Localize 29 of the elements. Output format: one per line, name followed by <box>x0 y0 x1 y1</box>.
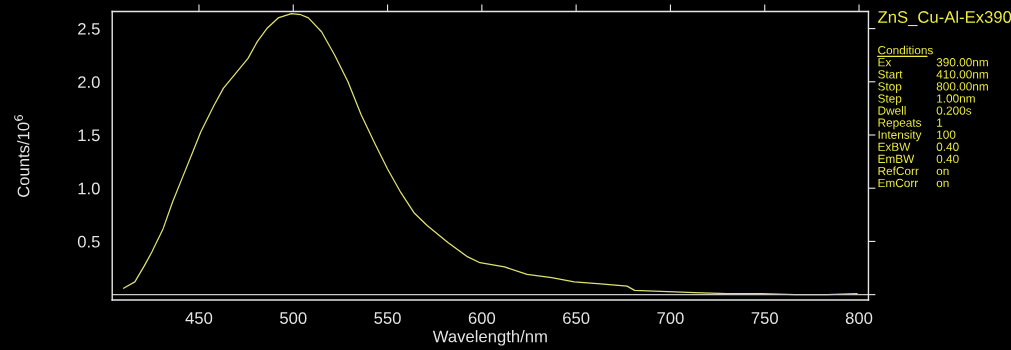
text: ZnS_Cu-Al-Ex390 <box>878 10 1011 27</box>
text: Stop 800.00nm <box>878 82 988 93</box>
x-tick-label: 800 <box>845 312 873 324</box>
x-tick-label: 650 <box>563 312 590 324</box>
line-series <box>122 13 858 296</box>
y-tick-label: 0.5 <box>77 235 100 248</box>
y-tick-label: 2.0 <box>78 76 100 88</box>
x-tick-label: 550 <box>374 312 401 324</box>
x-tick-label: 450 <box>185 312 213 324</box>
x-tick-label: 600 <box>468 312 496 324</box>
text: Intensity 100 <box>878 130 956 142</box>
y-tick-label: 1.0 <box>78 182 100 195</box>
x-tick-label: 700 <box>657 312 684 324</box>
x-tick-label: 750 <box>751 312 778 324</box>
y-tick-label: 1.5 <box>78 129 100 142</box>
text: Dwell 0.200s <box>878 106 972 115</box>
text: Conditions <box>878 45 933 55</box>
x-tick-label: 500 <box>280 312 307 324</box>
x-axis-title: Wavelength/nm <box>432 330 547 346</box>
text: Ex 390.00nm <box>878 58 988 67</box>
text: Start 410.00nm <box>878 70 988 79</box>
text: Step 1.00nm <box>878 94 975 105</box>
text: EmBW 0.40 <box>878 154 959 164</box>
text: EmCorr on <box>878 178 949 188</box>
y-axis-title: Counts/10$^{6}$ <box>14 115 30 197</box>
text: ExBW 0.40 <box>878 142 959 151</box>
y-tick-label: 2.5 <box>78 22 100 35</box>
text: RefCorr on <box>878 166 949 176</box>
text: Repeats 1 <box>878 118 943 130</box>
